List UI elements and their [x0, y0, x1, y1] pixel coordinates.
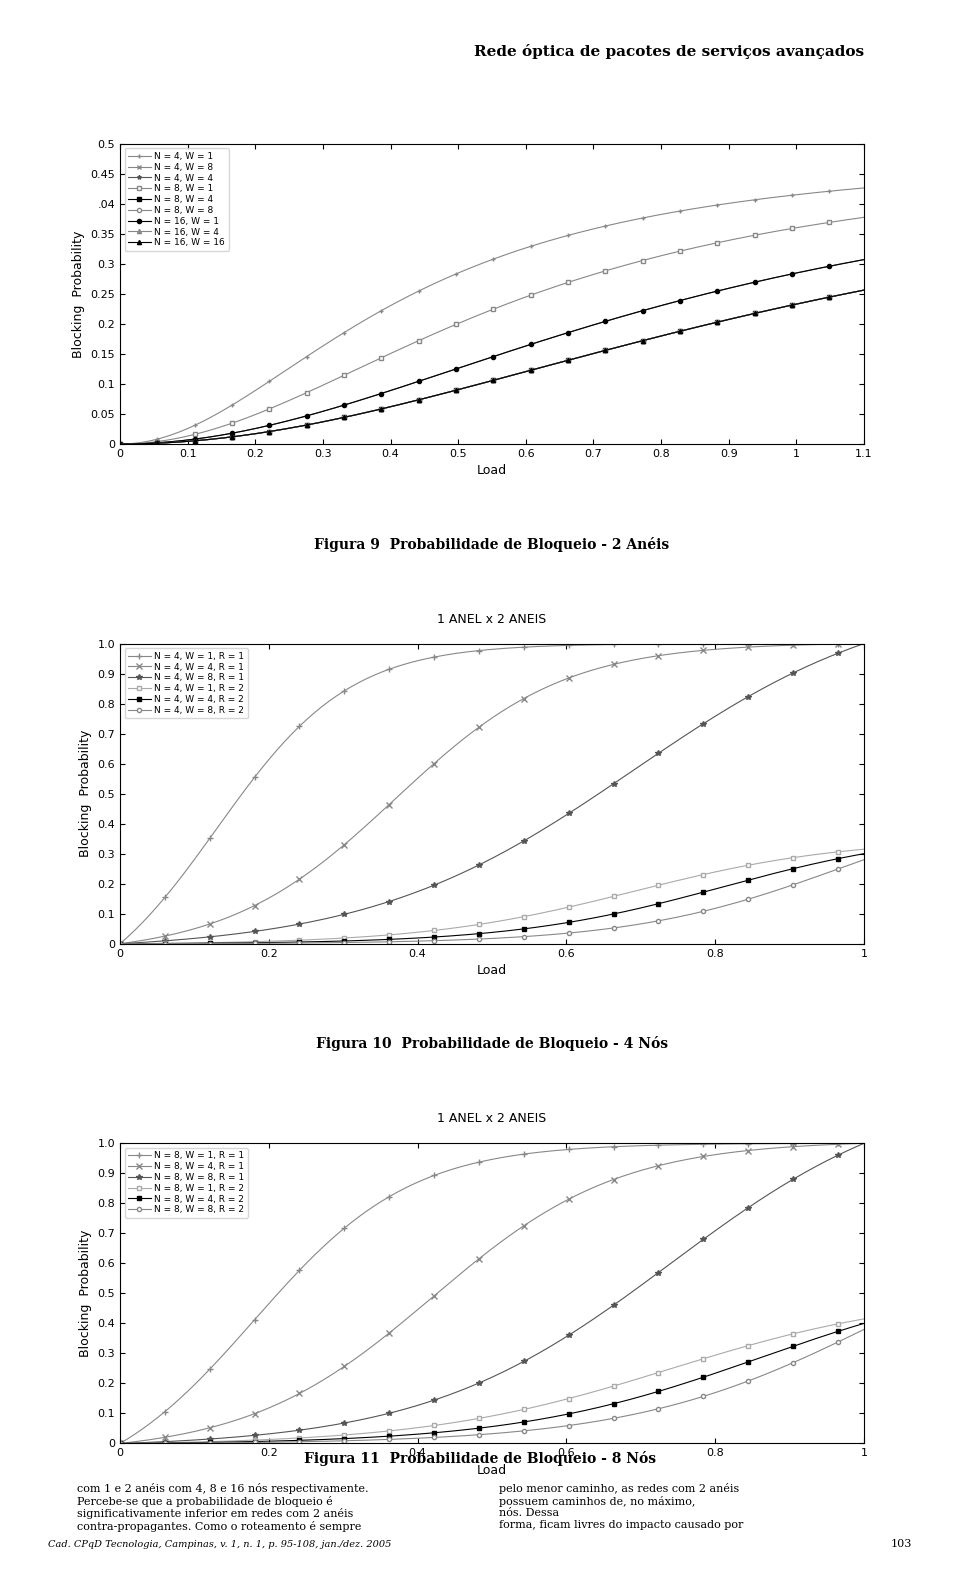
Legend: N = 4, W = 1, R = 1, N = 4, W = 4, R = 1, N = 4, W = 8, R = 1, N = 4, W = 1, R =: N = 4, W = 1, R = 1, N = 4, W = 4, R = 1… [125, 648, 248, 719]
Text: Cad. CPqD Tecnologia, Campinas, v. 1, n. 1, p. 95-108, jan./dez. 2005: Cad. CPqD Tecnologia, Campinas, v. 1, n.… [48, 1539, 392, 1549]
Text: pelo menor caminho, as redes com 2 anéis
possuem caminhos de, no máximo,
nós. De: pelo menor caminho, as redes com 2 anéis… [499, 1483, 744, 1530]
Legend: N = 8, W = 1, R = 1, N = 8, W = 4, R = 1, N = 8, W = 8, R = 1, N = 8, W = 1, R =: N = 8, W = 1, R = 1, N = 8, W = 4, R = 1… [125, 1149, 248, 1218]
Text: Rede óptica de pacotes de serviços avançados: Rede óptica de pacotes de serviços avanç… [474, 44, 864, 60]
X-axis label: Load: Load [477, 464, 507, 477]
Y-axis label: Blocking  Probability: Blocking Probability [72, 231, 84, 358]
Text: Figura 10  Probabilidade de Bloqueio - 4 Nós: Figura 10 Probabilidade de Bloqueio - 4 … [316, 1037, 668, 1051]
Text: Figura 9  Probabilidade de Bloqueio - 2 Anéis: Figura 9 Probabilidade de Bloqueio - 2 A… [314, 537, 670, 552]
Y-axis label: Blocking  Probability: Blocking Probability [79, 730, 92, 857]
X-axis label: Load: Load [477, 1464, 507, 1476]
Text: 103: 103 [891, 1539, 912, 1549]
X-axis label: Load: Load [477, 965, 507, 977]
Legend: N = 4, W = 1, N = 4, W = 8, N = 4, W = 4, N = 8, W = 1, N = 8, W = 4, N = 8, W =: N = 4, W = 1, N = 4, W = 8, N = 4, W = 4… [125, 149, 228, 251]
Text: 1 ANEL x 2 ANEIS: 1 ANEL x 2 ANEIS [438, 612, 546, 626]
Text: 1 ANEL x 2 ANEIS: 1 ANEL x 2 ANEIS [438, 1112, 546, 1125]
Text: Figura 11  Probabilidade de Bloqueio - 8 Nós: Figura 11 Probabilidade de Bloqueio - 8 … [304, 1451, 656, 1467]
Y-axis label: Blocking  Probability: Blocking Probability [79, 1230, 92, 1357]
Text: com 1 e 2 anéis com 4, 8 e 16 nós respectivamente.
Percebe-se que a probabilidad: com 1 e 2 anéis com 4, 8 e 16 nós respec… [77, 1483, 369, 1531]
